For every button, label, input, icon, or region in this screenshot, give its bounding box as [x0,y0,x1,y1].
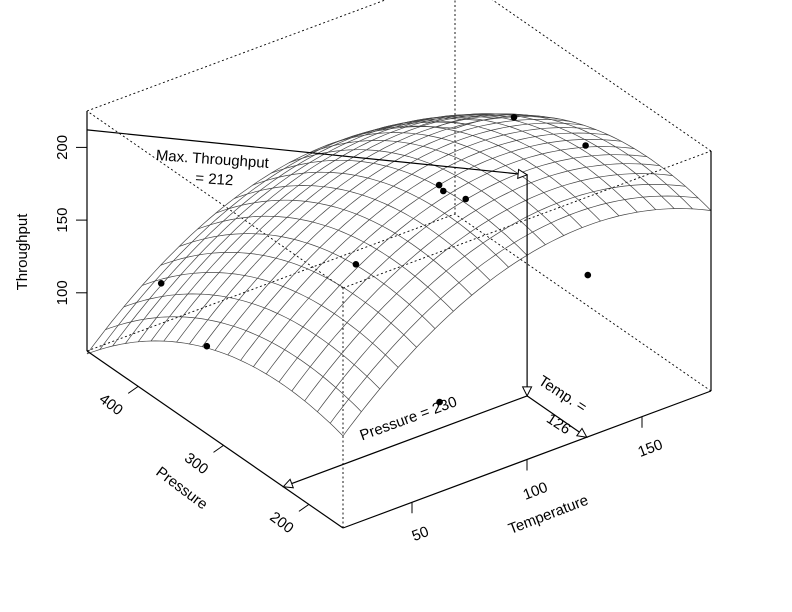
temperature-arrow [575,427,588,438]
surface-line-temperature [454,115,712,211]
surface-line-temperature [326,132,583,228]
surface-line-pressure [214,122,584,351]
data-point [462,195,470,203]
surface-line-temperature [123,293,381,390]
y-tick-label: 400 [96,390,126,419]
surface-line-temperature [418,113,675,209]
box-edge [86,110,344,289]
data-point [352,261,360,268]
surface-line-temperature [86,340,344,437]
box-edge [86,350,344,529]
y-tick-label: 200 [266,508,296,537]
surface-line-temperature [252,171,509,268]
data-point [584,271,592,279]
response-surface [86,113,712,437]
z-axis-label: Throughput [14,213,31,291]
data-point [203,342,211,350]
x-tick-label: 50 [410,523,432,545]
surface-line-pressure [163,113,532,342]
surface-line-temperature [160,252,417,348]
surface-line-pressure [304,173,673,402]
box-hidden-edges [86,0,712,528]
y-tick [213,444,224,453]
data-point [435,181,443,189]
z-tick-label: 150 [54,208,71,233]
max-throughput-label: Max. Throughput [155,147,270,172]
data-point [436,398,443,406]
data-point [510,114,518,121]
surface-line-temperature [142,272,399,368]
surface-line-temperature [178,233,436,329]
surface-line-temperature [289,149,546,245]
data-point [157,280,165,287]
surface-line-pressure [227,127,596,356]
surface-line-pressure [265,146,635,375]
box-edge [454,213,712,392]
annotations [86,129,588,489]
z-tick-label: 100 [54,280,71,305]
surface-line-temperature [399,114,657,210]
data-point [440,187,447,195]
surface-line-pressure [317,184,686,412]
y-tick [127,385,139,394]
box-edge [86,0,387,112]
drop-arrow [521,386,533,398]
pressure-optimum-label: Pressure = 230 [358,393,460,444]
surface-line-temperature [270,159,528,256]
pressure-line [283,395,528,488]
y-tick [298,503,310,512]
temperature-line [526,395,588,438]
data-point [582,142,589,149]
surface-line-pressure [329,195,699,424]
data-points [157,114,592,406]
max-throughput-arrow [517,168,529,180]
surface-line-temperature [436,113,693,210]
max-throughput-value: = 212 [195,170,234,190]
x-tick-label: 100 [521,479,550,504]
axis-ticks: 50 100 150 200 300 400 100 150 200 [54,135,665,545]
temperature-optimum-label: Temp. = [535,372,590,416]
pressure-arrow [282,478,295,489]
surface-line-temperature [234,185,491,281]
max-throughput-line [86,129,528,176]
z-tick-label: 200 [54,135,71,160]
x-tick-label: 150 [636,436,665,461]
x-axis-label: Temperature [506,492,591,538]
temperature-optimum-value: 126 [543,410,573,438]
surface-line-temperature [215,199,473,296]
surface-line-temperature [381,116,638,213]
y-tick-label: 300 [181,449,211,478]
surface-line-temperature [197,215,454,312]
surface-line-temperature [307,140,565,236]
surface-line-temperature [105,316,362,412]
